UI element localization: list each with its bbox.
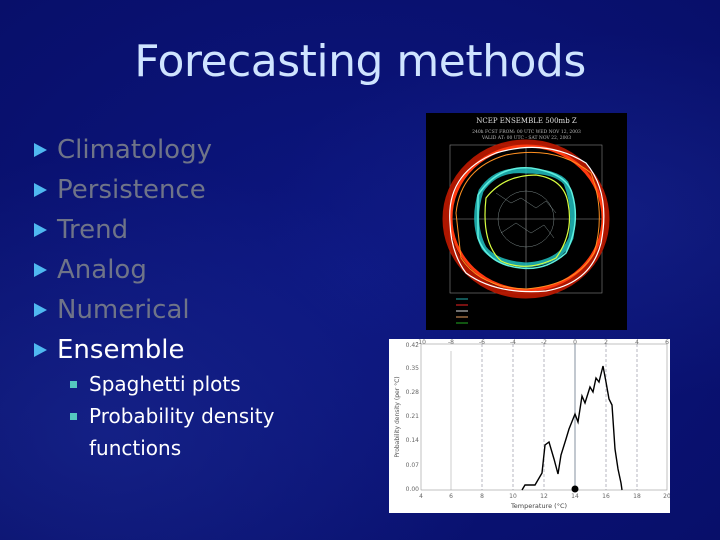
sub-bullet-label: Probability density functions xyxy=(89,404,275,460)
svg-text:0.28: 0.28 xyxy=(406,389,420,396)
bullet-label: Climatology xyxy=(57,135,212,165)
svg-text:-10: -10 xyxy=(416,339,426,346)
svg-text:-8: -8 xyxy=(448,339,454,346)
spaghetti-title: NCEP ENSEMBLE 500mb Z xyxy=(476,117,577,125)
bullet-persistence: Persistence xyxy=(34,170,212,210)
svg-text:2: 2 xyxy=(604,339,608,346)
bullet-label: Persistence xyxy=(57,175,206,205)
bullet-ensemble: Ensemble xyxy=(34,330,212,370)
triangle-bullet-icon xyxy=(34,183,47,197)
pdf-chart: -10 -8 -6 -4 -2 0 2 4 6 4 6 8 10 12 14 16 18 20 Temp… xyxy=(389,339,671,513)
bullet-label: Ensemble xyxy=(57,335,185,365)
square-bullet-icon xyxy=(70,413,77,420)
svg-text:12: 12 xyxy=(540,493,548,500)
svg-text:0.14: 0.14 xyxy=(406,437,420,444)
triangle-bullet-icon xyxy=(34,223,47,237)
svg-text:18: 18 xyxy=(633,493,641,500)
svg-text:4: 4 xyxy=(635,339,639,346)
observed-marker xyxy=(571,485,579,493)
triangle-bullet-icon xyxy=(34,143,47,157)
sub-bullet-label: Spaghetti plots xyxy=(89,372,241,396)
svg-text:0.35: 0.35 xyxy=(406,365,420,372)
bullet-label: Trend xyxy=(57,215,129,245)
triangle-bullet-icon xyxy=(34,263,47,277)
svg-text:-4: -4 xyxy=(510,339,516,346)
svg-text:8: 8 xyxy=(480,493,484,500)
triangle-bullet-icon xyxy=(34,303,47,317)
sub-bullet-list: Spaghetti plots Probability density func… xyxy=(70,368,310,464)
svg-text:-6: -6 xyxy=(479,339,485,346)
bullet-list: Climatology Persistence Trend Analog Num… xyxy=(34,130,212,370)
svg-text:0.00: 0.00 xyxy=(406,486,420,493)
bullet-analog: Analog xyxy=(34,250,212,290)
svg-text:6: 6 xyxy=(665,339,669,346)
svg-text:4: 4 xyxy=(419,493,423,500)
sub-bullet-pdf: Probability density functions xyxy=(70,400,310,464)
bullet-numerical: Numerical xyxy=(34,290,212,330)
svg-text:14: 14 xyxy=(571,493,579,500)
square-bullet-icon xyxy=(70,381,77,388)
spaghetti-subtitle: 240h FCST FROM: 00 UTC WED NOV 12, 2003 … xyxy=(472,130,581,141)
svg-text:16: 16 xyxy=(602,493,610,500)
bullet-label: Numerical xyxy=(57,295,190,325)
svg-text:6: 6 xyxy=(449,493,453,500)
svg-text:0: 0 xyxy=(573,339,577,346)
pdf-chart-svg: -10 -8 -6 -4 -2 0 2 4 6 4 6 8 10 12 14 16 18 20 Temp… xyxy=(394,339,671,510)
spaghetti-plot-image: NCEP ENSEMBLE 500mb Z 240h FCST FROM: 00… xyxy=(426,113,627,330)
svg-text:0.07: 0.07 xyxy=(406,462,420,469)
spaghetti-map xyxy=(442,139,610,324)
slide-title: Forecasting methods xyxy=(134,36,586,87)
svg-text:-2: -2 xyxy=(541,339,547,346)
svg-text:0.42: 0.42 xyxy=(406,342,420,349)
sub-bullet-spaghetti: Spaghetti plots xyxy=(70,368,310,400)
svg-text:Temperature (°C): Temperature (°C) xyxy=(510,502,567,510)
svg-text:20: 20 xyxy=(663,493,670,500)
svg-text:0.21: 0.21 xyxy=(406,413,420,420)
svg-text:10: 10 xyxy=(509,493,517,500)
triangle-bullet-icon xyxy=(34,343,47,357)
bullet-trend: Trend xyxy=(34,210,212,250)
bullet-climatology: Climatology xyxy=(34,130,212,170)
svg-text:Probability density (per °C): Probability density (per °C) xyxy=(394,376,401,457)
bullet-label: Analog xyxy=(57,255,147,285)
